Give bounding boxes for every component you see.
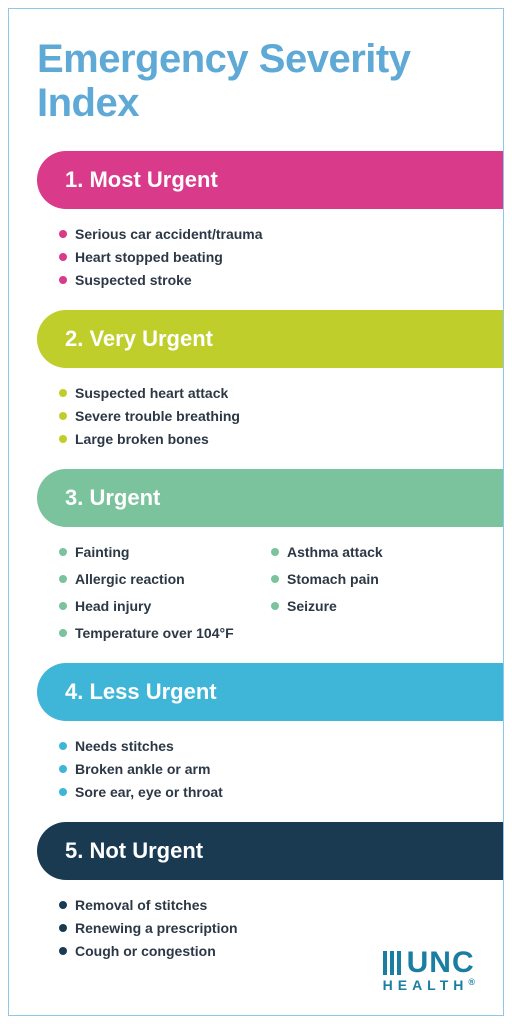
list-item: Suspected stroke [59, 269, 475, 292]
item-text: Renewing a prescription [75, 918, 238, 939]
severity-section: 2. Very UrgentSuspected heart attackSeve… [9, 310, 503, 461]
item-list: Needs stitchesBroken ankle or armSore ea… [9, 721, 503, 814]
item-list: Fainting Asthma attack Allergic reaction St… [9, 527, 503, 655]
severity-pill: 3. Urgent [37, 469, 503, 527]
list-item: Sore ear, eye or throat [59, 781, 475, 804]
logo-top-row: UNC [383, 949, 475, 978]
severity-section: 1. Most UrgentSerious car accident/traum… [9, 151, 503, 302]
item-text: Seizure [287, 596, 337, 617]
item-text: Suspected heart attack [75, 383, 228, 404]
bullet-icon [59, 742, 67, 750]
item-text: Allergic reaction [75, 569, 185, 590]
sections-container: 1. Most UrgentSerious car accident/traum… [9, 151, 503, 973]
list-item: Stomach pain [271, 568, 475, 591]
severity-pill: 4. Less Urgent [37, 663, 503, 721]
severity-pill: 1. Most Urgent [37, 151, 503, 209]
list-item: Removal of stitches [59, 894, 475, 917]
list-item: Severe trouble breathing [59, 405, 475, 428]
item-text: Sore ear, eye or throat [75, 782, 223, 803]
page-title: Emergency Severity Index [9, 37, 503, 143]
brand-logo: UNC HEALTH® [383, 949, 475, 994]
bullet-icon [59, 788, 67, 796]
item-text: Heart stopped beating [75, 247, 223, 268]
logo-text-bottom: HEALTH® [383, 977, 475, 993]
registered-icon: ® [468, 977, 475, 987]
item-text: Needs stitches [75, 736, 174, 757]
item-text: Cough or congestion [75, 941, 216, 962]
list-item: Renewing a prescription [59, 917, 475, 940]
item-list: Serious car accident/traumaHeart stopped… [9, 209, 503, 302]
bullet-icon [59, 276, 67, 284]
item-text: Suspected stroke [75, 270, 192, 291]
bullet-icon [59, 389, 67, 397]
item-text: Broken ankle or arm [75, 759, 210, 780]
bullet-icon [59, 230, 67, 238]
logo-bars-icon [383, 951, 401, 975]
list-item: Suspected heart attack [59, 382, 475, 405]
logo-text-top: UNC [407, 949, 475, 978]
list-item: Heart stopped beating [59, 246, 475, 269]
item-text: Large broken bones [75, 429, 209, 450]
bullet-icon [271, 548, 279, 556]
bullet-icon [59, 901, 67, 909]
bullet-icon [59, 253, 67, 261]
item-text: Serious car accident/trauma [75, 224, 263, 245]
list-item: Large broken bones [59, 428, 475, 451]
bullet-icon [59, 575, 67, 583]
bullet-icon [271, 575, 279, 583]
list-item: Broken ankle or arm [59, 758, 475, 781]
item-text: Stomach pain [287, 569, 379, 590]
item-text: Asthma attack [287, 542, 383, 563]
card-border: Emergency Severity Index 1. Most UrgentS… [8, 8, 504, 1016]
list-item: Temperature over 104°F [59, 622, 475, 645]
severity-pill: 2. Very Urgent [37, 310, 503, 368]
bullet-icon [59, 412, 67, 420]
item-text: Severe trouble breathing [75, 406, 240, 427]
bullet-icon [59, 924, 67, 932]
severity-pill: 5. Not Urgent [37, 822, 503, 880]
list-item: Allergic reaction [59, 568, 263, 591]
list-item: Head injury [59, 595, 263, 618]
bullet-icon [59, 435, 67, 443]
bullet-icon [59, 629, 67, 637]
severity-section: 4. Less UrgentNeeds stitchesBroken ankle… [9, 663, 503, 814]
list-item: Needs stitches [59, 735, 475, 758]
list-item: Seizure [271, 595, 475, 618]
bullet-icon [59, 765, 67, 773]
item-text: Removal of stitches [75, 895, 207, 916]
bullet-icon [59, 602, 67, 610]
list-item: Fainting [59, 541, 263, 564]
item-text: Head injury [75, 596, 151, 617]
list-item: Serious car accident/trauma [59, 223, 475, 246]
list-item: Asthma attack [271, 541, 475, 564]
bullet-icon [59, 548, 67, 556]
item-list: Suspected heart attackSevere trouble bre… [9, 368, 503, 461]
severity-section: 3. Urgent Fainting Asthma attack Allergic r… [9, 469, 503, 655]
bullet-icon [59, 947, 67, 955]
logo-bottom-word: HEALTH [383, 977, 469, 993]
item-text: Fainting [75, 542, 129, 563]
item-text: Temperature over 104°F [75, 623, 234, 644]
bullet-icon [271, 602, 279, 610]
